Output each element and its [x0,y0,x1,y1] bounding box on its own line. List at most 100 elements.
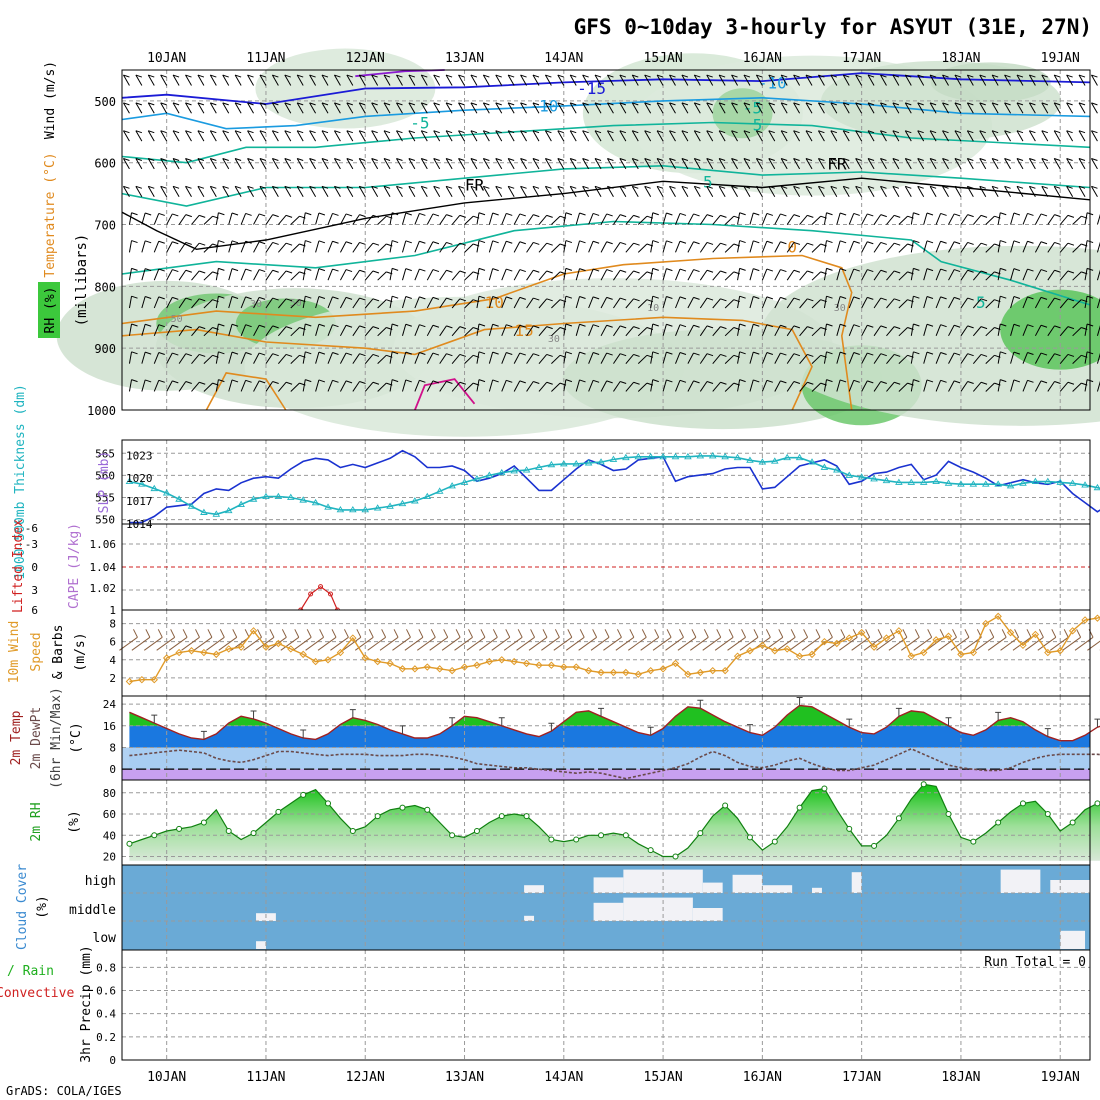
wind-barb [290,354,300,364]
wind-barb [147,130,155,142]
cloud-cell [1050,880,1090,893]
wind-barb-flag [478,323,486,327]
wind10-axis-label-3: & Barbs [51,625,66,680]
wind10-barb [925,636,945,651]
wind-barb-flag [546,298,553,302]
wind-barb-flag [532,102,540,106]
wind-barb [526,353,534,364]
wind-barb [135,102,143,114]
rh-point [821,785,828,792]
wind-barb-flag [793,74,800,78]
wind-barb-flag [345,213,353,217]
wind-barb-flag [545,158,552,161]
wind-barb-flag [458,158,465,161]
wind10-point [423,663,431,671]
wind-barb [991,158,999,170]
wind-barb [371,186,379,197]
wind-barb-flag [259,130,267,134]
wind-barb [315,324,320,336]
contour-label: -5 [410,114,429,133]
wind-barb [439,325,447,337]
wind-barb-flag [807,270,814,274]
wind-barb [284,130,292,142]
wind-barb [588,352,594,364]
wind-barb-flag [1091,130,1098,134]
wind-barb [923,212,928,225]
max-temp-marker [746,724,753,733]
thickness-point [1019,479,1027,486]
wind-barb [582,158,590,170]
wind-barb [873,297,882,309]
wind-barb [166,380,173,392]
wind-barb-flag [185,353,192,357]
wind-barb-flag [694,185,701,189]
wind-barb-flag [148,102,155,106]
footer-credit: GrADS: COLA/IGES [6,1084,122,1098]
wind-barb [631,186,639,197]
wind-barb-flag [1016,74,1024,78]
temp-axis-label-4: (°C) [69,722,84,753]
wind-barb [240,324,247,337]
wind-barb [277,270,287,281]
wind-barb [464,215,474,225]
precip-tick-label: 0 [109,1054,116,1067]
wind-barb-flag [520,130,527,134]
wind-barb [364,242,374,253]
wind-barb-flag [160,185,167,189]
wind-barb [780,130,788,142]
wind-barb [1059,354,1069,364]
wind-barb [625,242,634,253]
wind-barb-flag [508,130,515,134]
wind-barb [215,240,219,253]
rh-line [129,783,1100,858]
pressure-tick-label: 900 [94,342,116,356]
wind-barb-flag [892,158,900,161]
wind-barb-flag [867,185,875,189]
wind-barb-flag [867,130,875,134]
wind-barb-flag [867,269,874,273]
slp-tick-label: 1020 [126,472,153,485]
wind-barb [414,213,420,225]
wind-barb-flag [582,74,589,78]
wind-barb [910,323,914,336]
wind-barb [215,379,219,392]
wind-barb-flag [272,130,279,134]
thickness-point [435,487,444,494]
wind-barb-flag [905,158,912,161]
wind-barb [948,380,955,392]
wind10-barb-flag [1014,629,1020,638]
wind-barb [296,158,304,170]
wind-barb [135,186,143,197]
wind-barb [433,74,441,86]
wind10-barb [317,636,337,651]
wind-barb [1022,352,1028,364]
wind-barb [1010,240,1015,253]
wind-barb-flag [305,212,312,216]
wind-barb-flag [1066,74,1073,78]
temp-tick-label: 24 [103,698,117,711]
wind-barb [569,102,577,114]
wind-barb-flag [582,158,589,161]
rh-point [697,830,704,837]
wind-barb-flag [693,324,700,328]
wind-barb-flag [284,158,291,161]
wind-barb [501,380,507,392]
wind-barb [582,74,590,86]
wind-barb-flag [520,102,527,106]
wind-barb [538,381,548,392]
wind-barb-flag [940,240,947,244]
thickness-point [286,493,295,500]
wind-barb-flag [826,240,833,244]
wind10-point [957,650,965,659]
wind-barb [203,327,213,337]
wind-barb [445,130,453,142]
wind-barb-flag [830,158,837,161]
rh-tick-label: 80 [103,787,116,800]
wind-barb [482,186,490,197]
wind-barb [600,213,608,225]
wind-barb [166,297,173,309]
wind-barb [1096,352,1100,364]
wind-barb [985,271,995,281]
rh-point [622,832,629,839]
wind-barb-flag [1004,185,1011,189]
